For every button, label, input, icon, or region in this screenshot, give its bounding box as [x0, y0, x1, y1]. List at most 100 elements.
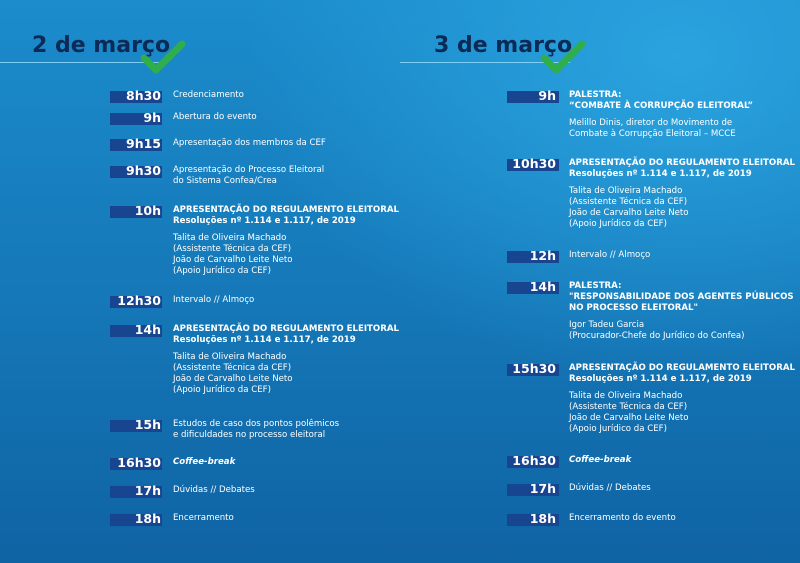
description-line: Resoluções nº 1.114 e 1.117, de 2019 [173, 335, 356, 345]
schedule-description: PALESTRA: “COMBATE À CORRUPÇÃO ELEITORAL”… [569, 90, 799, 140]
time-bar [110, 420, 162, 432]
description-line: Resoluções nº 1.114 e 1.117, de 2019 [569, 169, 752, 179]
time-label: 10h30 [512, 156, 556, 171]
schedule-description: Apresentação do Processo Eleitoral do Sis… [173, 165, 398, 187]
title-underline [400, 62, 570, 63]
time-bar [507, 91, 559, 103]
description-line: Credenciamento [173, 90, 244, 100]
schedule-description: PALESTRA: "RESPONSABILIDADE DOS AGENTES P… [569, 281, 799, 342]
description-line: APRESENTAÇÃO DO REGULAMENTO ELEITORAL [569, 158, 795, 168]
schedule-description: Credenciamento [173, 90, 398, 101]
description-line: (Apoio Jurídico da CEF) [569, 424, 667, 434]
time-label: 9h15 [126, 136, 161, 151]
description-line: "RESPONSABILIDADE DOS AGENTES PÚBLICOS [569, 292, 794, 302]
schedule-description: Dúvidas // Debates [173, 485, 398, 496]
time-bar [507, 282, 559, 294]
description-line: Resoluções nº 1.114 e 1.117, de 2019 [173, 216, 356, 226]
day-column-3-marco: 3 de março 9h PALESTRA: “COMBATE À CORRUPÇ… [400, 0, 800, 563]
description-line: Apresentação dos membros da CEF [173, 138, 326, 148]
description-line: Abertura do evento [173, 112, 257, 122]
description-line: PALESTRA: [569, 90, 622, 100]
time-bar [110, 296, 162, 308]
time-bar [110, 458, 162, 470]
description-line: Encerramento [173, 513, 234, 523]
description-line: Coffee-break [173, 457, 236, 467]
description-line: João de Carvalho Leite Neto [569, 208, 689, 218]
description-line: APRESENTAÇÃO DO REGULAMENTO ELEITORAL [173, 205, 399, 215]
description-line: NO PROCESSO ELEITORAL" [569, 303, 698, 313]
time-label: 17h [134, 483, 161, 498]
schedule-description: Apresentação dos membros da CEF [173, 138, 398, 149]
time-bar [110, 325, 162, 337]
schedule-description: Intervalo // Almoço [569, 250, 799, 261]
time-bar [110, 139, 162, 151]
time-bar [507, 456, 559, 468]
time-label: 12h30 [117, 293, 161, 308]
description-line: João de Carvalho Leite Neto [569, 413, 689, 423]
description-line: João de Carvalho Leite Neto [173, 255, 293, 265]
description-line: (Assistente Técnica da CEF) [569, 197, 688, 207]
time-label: 14h [134, 322, 161, 337]
time-bar [507, 251, 559, 263]
time-label: 16h30 [512, 453, 556, 468]
day-title: 3 de março [434, 33, 573, 58]
time-bar [507, 514, 559, 526]
description-line: Intervalo // Almoço [569, 250, 651, 260]
time-label: 9h [143, 110, 161, 125]
description-line: Dúvidas // Debates [569, 483, 651, 493]
description-line: Melillo Dinis, diretor do Movimento de [569, 118, 733, 128]
description-line: (Apoio Jurídico da CEF) [173, 266, 271, 276]
time-bar [110, 113, 162, 125]
time-label: 18h [529, 511, 556, 526]
schedule-description: APRESENTAÇÃO DO REGULAMENTO ELEITORAL Res… [569, 158, 799, 230]
time-bar [110, 486, 162, 498]
description-line: Apresentação do Processo Eleitoral [173, 165, 325, 175]
schedule-description: Intervalo // Almoço [173, 295, 398, 306]
time-bar [110, 514, 162, 526]
description-line: Resoluções nº 1.114 e 1.117, de 2019 [569, 374, 752, 384]
time-label: 15h [134, 417, 161, 432]
description-line: “COMBATE À CORRUPÇÃO ELEITORAL” [569, 101, 754, 111]
description-line: Combate à Corrupção Eleitoral – MCCE [569, 129, 736, 139]
description-line: (Procurador-Chefe do Jurídico do Confea) [569, 331, 745, 341]
description-line: do Sistema Confea/Crea [173, 176, 277, 186]
time-label: 18h [134, 511, 161, 526]
description-line: Intervalo // Almoço [173, 295, 255, 305]
schedule-description: Coffee-break [173, 457, 398, 468]
schedule-description: Abertura do evento [173, 112, 398, 123]
time-label: 10h [134, 203, 161, 218]
time-label: 14h [529, 279, 556, 294]
schedule-description: Dúvidas // Debates [569, 483, 799, 494]
description-line: Igor Tadeu Garcia [569, 320, 645, 330]
time-bar [507, 364, 559, 376]
time-label: 8h30 [126, 88, 161, 103]
description-line: Talita de Oliveira Machado [173, 233, 287, 243]
description-line: (Apoio Jurídico da CEF) [569, 219, 667, 229]
description-line: (Assistente Técnica da CEF) [173, 363, 292, 373]
schedule-description: Encerramento [173, 513, 398, 524]
schedule-description: APRESENTAÇÃO DO REGULAMENTO ELEITORAL Res… [173, 324, 399, 396]
time-bar [507, 159, 559, 171]
time-label: 15h30 [512, 361, 556, 376]
schedule-description: Estudos de caso dos pontos polêmicos e di… [173, 419, 398, 441]
schedule-description: Coffee-break [569, 455, 799, 466]
description-line: Talita de Oliveira Machado [173, 352, 287, 362]
day-column-2-marco: 2 de março 8h30 Credenciamento 9h Abertura … [0, 33, 399, 526]
description-line: (Assistente Técnica da CEF) [569, 402, 688, 412]
description-line: (Apoio Jurídico da CEF) [173, 385, 271, 395]
description-line: Encerramento do evento [569, 513, 676, 523]
description-line: PALESTRA: [569, 281, 622, 291]
time-bar [110, 206, 162, 218]
time-bar [110, 166, 162, 178]
description-line: e dificuldades no processo eleitoral [173, 430, 326, 440]
checkmark-icon [540, 40, 586, 74]
time-label: 9h30 [126, 163, 161, 178]
time-label: 16h30 [117, 455, 161, 470]
time-label: 17h [529, 481, 556, 496]
time-bar [110, 91, 162, 103]
time-bar [507, 484, 559, 496]
day-title: 2 de março [32, 33, 171, 58]
schedule-description: APRESENTAÇÃO DO REGULAMENTO ELEITORAL Res… [569, 363, 799, 435]
checkmark-icon [140, 40, 186, 74]
time-label: 9h [538, 88, 556, 103]
